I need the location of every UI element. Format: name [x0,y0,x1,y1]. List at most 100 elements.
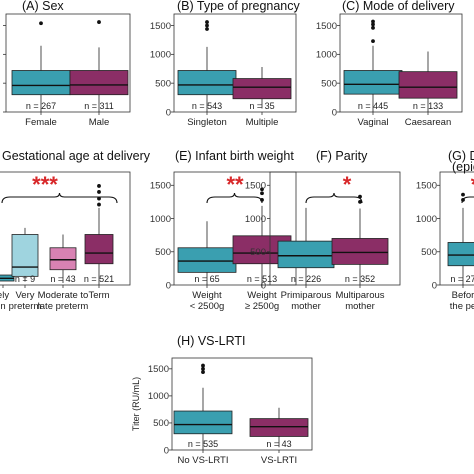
panel-f-box-0-n-label: n = 226 [291,274,321,284]
panel-f-significance-stars: * [343,172,352,197]
panel-c-frame [339,13,463,113]
panel-g-ytick-label-0: 0 [432,280,437,291]
panel-d-title: Gestational age at delivery [2,149,151,163]
panel-a-box-0-category-label: Female [25,117,57,128]
panel-h-frame [171,357,313,451]
panel-a-box-0-n-label: n = 267 [26,101,56,111]
panel-c-box-0-n-label: n = 445 [358,101,388,111]
panel-h-box-1-iqr [249,418,309,437]
panel-d-box-2-category-label: Moderate to [38,290,89,301]
panel-d-box-3-outlier-1 [97,196,101,201]
panel-c-box-0-outlier-3 [371,19,375,24]
panel-b-box-0-outlier-2 [205,20,209,24]
panel-h-box-0-outlier-0 [201,370,205,374]
panel-e-significance-stars: ** [226,172,244,197]
panel-e-box-1-category-label: Weight [247,290,277,301]
panel-d-box-3-category-label: Term [88,290,109,301]
panel-c-box-0-iqr [343,70,403,95]
panel-c-box-0-outlier-2 [371,22,375,27]
panel-d-box-2-category-label-2: late preterm [38,301,89,312]
panel-b-box-1-iqr [232,78,292,100]
panel-d-box-1-n-label: n = 9 [15,274,35,284]
panel-a-box-1-category-label: Male [89,117,110,128]
panel-f-ytick-label-0: 0 [261,280,266,291]
panel-b-box-0-category-label: Singleton [187,117,227,128]
panel-h-title: (H) VS-LRTI [177,334,246,348]
panel-h-ylabel: Titer (RU/mL) [131,377,141,431]
panel-e-title: (E) Infant birth weight [175,149,294,163]
panel-b-box-0-outlier-1 [205,23,209,28]
panel-f-ytick-label-3: 1500 [245,181,266,192]
panel-e-significance-brace [206,192,263,204]
panel-f-box-0-iqr [277,240,335,269]
panel-d-box-0-category-label: ely [0,290,9,301]
panel-f-frame [269,171,401,286]
panel-c-title: (C) Mode of delivery [342,0,455,13]
panel-e-box-0-category-label-2: < 2500g [190,301,225,312]
panel-a-box-1-n-label: n = 311 [84,101,114,111]
panel-c-box-1-category-label: Caesarean [405,117,451,128]
panel-a-frame [5,13,131,113]
panel-g-significance-brace [461,196,474,204]
panel-a-title: (A) Sex [22,0,64,13]
panel-g-box-0-n-label: n = 27 [450,274,474,284]
panel-e-ytick-label-3: 1500 [150,181,171,192]
panel-h-ytick-label-3: 1500 [148,364,169,375]
panel-c-box-0-category-label: Vaginal [358,117,389,128]
panel-h-box-0-n-label: n = 535 [188,439,218,449]
panel-d-box-3-outlier-3 [97,184,101,188]
panel-f-title: (F) Parity [316,149,368,163]
panel-h-box-0-category-label: No VS-LRTI [177,455,228,466]
panel-g-title: (G) D [448,149,474,163]
panel-h-box-1-n-label: n = 43 [266,439,291,449]
panel-c-box-1-iqr [398,71,458,99]
panel-d-box-3-n-label: n = 521 [84,274,114,284]
panel-b-box-0-n-label: n = 543 [192,101,222,111]
panel-e-box-0-iqr [177,247,237,273]
panel-f-box-1-category-label-2: mother [345,301,375,312]
panel-f-ytick-label-2: 1000 [245,214,266,225]
panel-g-box-0-iqr [447,242,474,267]
panel-f-box-1-iqr [331,238,389,265]
panel-g-box-0-category-label-2: the pe [450,301,474,312]
panel-c-box-1-n-label: n = 133 [413,101,443,111]
panel-d-significance-stars: *** [32,172,58,197]
panel-a-box-0-outlier-0 [39,21,43,26]
panel-b-box-0-iqr [177,70,237,96]
panel-d-box-3-outlier-0 [97,202,101,207]
panel-h-box-0-iqr [173,410,233,435]
panel-g-significance-stars: * [471,172,474,197]
panel-h-box-0-outlier-1 [201,366,205,371]
panel-c-ytick-label-2: 1000 [316,50,337,61]
panel-e-ytick-label-1: 500 [155,247,171,258]
panel-h-ytick-label-0: 0 [164,445,169,456]
panel-d-box-2-iqr [49,247,77,271]
panel-g-ytick-label-3: 1500 [416,181,437,192]
panel-g-ytick-label-2: 1000 [416,214,437,225]
panel-e-box-1-category-label-2: ≥ 2500g [245,301,279,312]
panel-b-box-1-category-label: Multiple [246,117,279,128]
panel-f-box-1-n-label: n = 352 [345,274,375,284]
panel-f-significance-brace [305,192,363,204]
panel-f-box-0-category-label-2: mother [291,301,321,312]
panel-f-box-1-outlier-0 [358,200,362,204]
panel-d-box-3-iqr [84,234,114,265]
panel-f-ytick-label-1: 500 [250,247,266,258]
panel-d-frame [0,171,131,286]
panel-h-box-0-outlier-2 [201,363,205,368]
panel-d-box-3-outlier-2 [97,190,101,194]
panel-b-frame [173,13,297,113]
panel-f-box-0-category-label: Primiparous [281,290,332,301]
panel-b-box-0-outlier-0 [205,27,209,31]
panel-d-box-2-n-label: n = 43 [50,274,75,284]
panel-b-box-1-n-label: n = 35 [249,101,274,111]
panel-e-box-1-outlier-1 [260,191,264,196]
panel-d-box-1-category-label: Very [15,290,34,301]
panel-b-ytick-label-2: 1000 [150,50,171,61]
panel-d-significance-brace [1,192,118,204]
panel-c-ytick-label-1: 500 [321,78,337,89]
panel-e-box-1-n-label: n = 513 [247,274,277,284]
panel-g-title-2: (epic [452,160,474,174]
panel-e-frame [173,171,297,286]
